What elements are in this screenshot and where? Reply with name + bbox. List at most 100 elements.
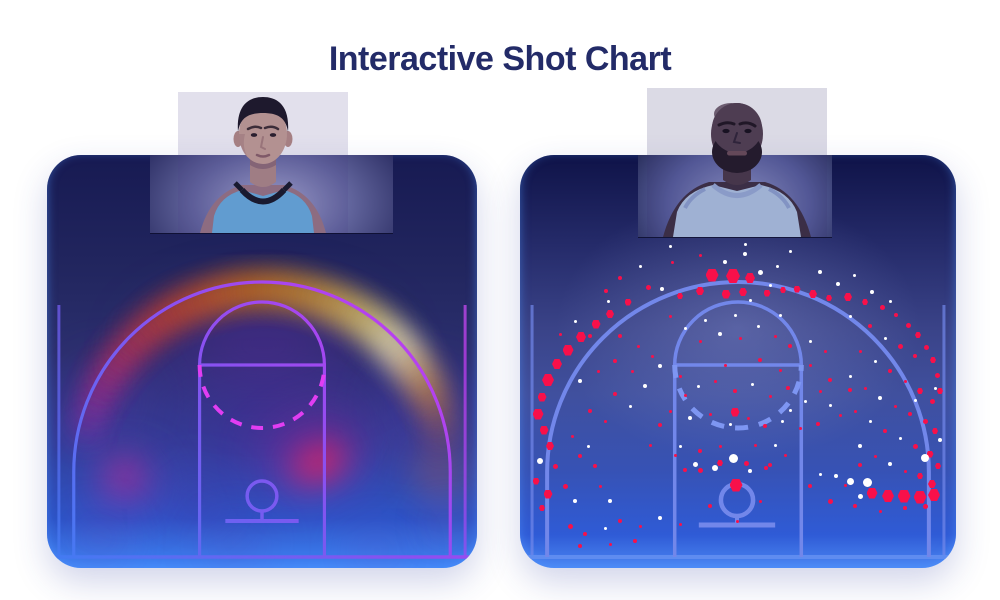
shot-dot[interactable] (858, 444, 862, 448)
shot-dot[interactable] (922, 418, 928, 424)
shot-dot[interactable] (926, 450, 934, 458)
shot-dot[interactable] (788, 249, 792, 253)
shot-dot[interactable] (917, 473, 923, 479)
shot-dot[interactable] (708, 504, 712, 508)
shot-dot[interactable] (712, 465, 718, 471)
shot-dot[interactable] (858, 349, 862, 353)
shot-dot[interactable] (828, 378, 832, 382)
shot-dot[interactable] (773, 334, 777, 338)
shot-dot[interactable] (735, 519, 739, 523)
shot-dot[interactable] (606, 299, 610, 303)
shot-dot[interactable] (578, 454, 582, 458)
shot-dot[interactable] (826, 295, 832, 301)
shot-dot[interactable] (930, 357, 936, 363)
shot-dot[interactable] (756, 324, 760, 328)
shot-dot[interactable] (688, 416, 692, 420)
shot-dot[interactable] (703, 318, 707, 322)
shot-dot[interactable] (696, 287, 704, 295)
shot-dot[interactable] (888, 369, 892, 373)
shot-dot[interactable] (697, 467, 703, 473)
shot-dot[interactable] (888, 462, 892, 466)
shot-dot[interactable] (773, 443, 777, 447)
shot-dot[interactable] (928, 480, 936, 488)
shot-dot[interactable] (683, 468, 687, 472)
shot-dot[interactable] (598, 484, 602, 488)
shot-dot[interactable] (888, 299, 892, 303)
shot-dot[interactable] (868, 419, 872, 423)
shot-dot[interactable] (768, 283, 772, 287)
shot-dot[interactable] (692, 461, 698, 467)
shot-dot[interactable] (613, 392, 617, 396)
shot-dot[interactable] (917, 388, 923, 394)
shot-dot[interactable] (793, 285, 801, 293)
shot-dot[interactable] (658, 423, 662, 427)
shot-dot[interactable] (883, 429, 887, 433)
shot-dot[interactable] (591, 319, 601, 329)
shot-dot[interactable] (893, 404, 897, 408)
shot-dot[interactable] (733, 389, 737, 393)
shot-dot[interactable] (857, 493, 863, 499)
shot-dot[interactable] (913, 354, 917, 358)
shot-dot[interactable] (552, 463, 558, 469)
shot-dot[interactable] (808, 363, 812, 367)
shot-dot[interactable] (608, 542, 612, 546)
shot-dot[interactable] (729, 478, 743, 492)
shot-dot[interactable] (853, 409, 857, 413)
shot-dot[interactable] (606, 310, 614, 318)
shot-dot[interactable] (728, 453, 738, 463)
shot-dot[interactable] (645, 284, 651, 290)
shot-dot[interactable] (928, 489, 940, 501)
shot-dot[interactable] (878, 509, 882, 513)
shot-dot[interactable] (673, 453, 677, 457)
shot-dot[interactable] (882, 490, 894, 502)
shot-dot[interactable] (913, 398, 917, 402)
shot-dot[interactable] (576, 332, 586, 342)
shot-dot[interactable] (537, 458, 543, 464)
shot-dot[interactable] (775, 264, 779, 268)
shot-dot[interactable] (552, 359, 562, 369)
shot-dot[interactable] (608, 499, 612, 503)
shot-dot[interactable] (618, 334, 622, 338)
shot-dot[interactable] (783, 453, 787, 457)
shot-dot[interactable] (768, 463, 772, 467)
shot-dot[interactable] (562, 344, 574, 356)
shot-dot[interactable] (650, 354, 654, 358)
shot-dot[interactable] (758, 358, 762, 362)
shot-dot[interactable] (618, 276, 622, 280)
shot-dot[interactable] (668, 314, 672, 318)
shot-dot[interactable] (593, 464, 597, 468)
shot-dot[interactable] (532, 477, 540, 485)
shot-dot[interactable] (570, 434, 574, 438)
shot-dot[interactable] (668, 244, 672, 248)
shot-dot[interactable] (578, 544, 582, 548)
shot-dot[interactable] (739, 288, 747, 296)
shot-dot[interactable] (935, 463, 941, 469)
shot-dot[interactable] (543, 489, 553, 499)
shot-dot[interactable] (798, 426, 802, 430)
shot-dot[interactable] (738, 336, 742, 340)
shot-dot[interactable] (583, 532, 587, 536)
shot-dot[interactable] (578, 379, 582, 383)
shot-dot[interactable] (932, 428, 938, 434)
shot-dot[interactable] (539, 425, 549, 435)
shot-dot[interactable] (748, 298, 752, 302)
shot-dot[interactable] (698, 339, 702, 343)
shot-dot[interactable] (828, 403, 832, 407)
shot-dot[interactable] (934, 372, 940, 378)
shot-dot[interactable] (638, 264, 642, 268)
shot-dot[interactable] (668, 409, 672, 413)
shot-dot[interactable] (868, 324, 872, 328)
shot-dot[interactable] (604, 289, 608, 293)
shot-dot[interactable] (816, 422, 820, 426)
shot-dot[interactable] (624, 298, 632, 306)
shot-dot[interactable] (808, 484, 812, 488)
shot-dot[interactable] (883, 336, 887, 340)
shot-dot[interactable] (848, 388, 852, 392)
shot-dot[interactable] (603, 526, 607, 530)
shot-dot[interactable] (708, 412, 712, 416)
shot-dot[interactable] (753, 443, 757, 447)
shot-dot[interactable] (838, 413, 842, 417)
shot-dot[interactable] (898, 436, 902, 440)
shot-dot[interactable] (848, 314, 852, 318)
shot-dot[interactable] (596, 369, 600, 373)
